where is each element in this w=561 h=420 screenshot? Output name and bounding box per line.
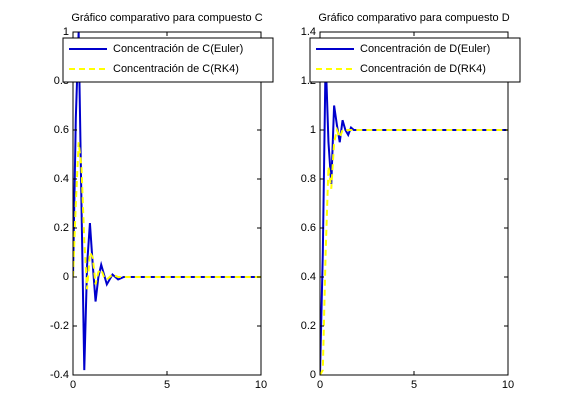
series-line — [73, 142, 261, 290]
x-tick-label: 0 — [70, 379, 76, 391]
axes-background — [320, 32, 508, 375]
y-tick-label: 1.4 — [301, 26, 316, 38]
series-line — [320, 126, 508, 375]
x-tick-label: 10 — [255, 379, 267, 391]
plot-lines — [320, 56, 508, 375]
y-tick-label: 0.8 — [301, 173, 316, 185]
y-tick-label: 1 — [63, 26, 69, 38]
legend-box — [309, 37, 521, 83]
chart-title: Gráfico comparativo para compuesto C — [71, 12, 262, 24]
y-tick-label: -0.2 — [50, 320, 69, 332]
y-tick-label: 0.4 — [301, 271, 316, 283]
y-tick-label: 0.6 — [301, 222, 316, 234]
plot-lines — [73, 32, 261, 371]
axes-background — [73, 32, 261, 375]
y-tick-label: 1 — [310, 124, 316, 136]
y-tick-label: 0 — [310, 369, 316, 381]
x-tick-label: 5 — [411, 379, 417, 391]
y-tick-label: 0.4 — [54, 173, 69, 185]
legend-label: Concentración de D(Euler) — [360, 43, 490, 55]
chart-title: Gráfico comparativo para compuesto D — [318, 12, 509, 24]
legend-label: Concentración de C(Euler) — [113, 43, 243, 55]
y-tick-label: 0 — [63, 271, 69, 283]
y-tick-label: 0.2 — [54, 222, 69, 234]
y-tick-label: 0.6 — [54, 124, 69, 136]
series-line — [320, 56, 508, 375]
legend-label: Concentración de C(RK4) — [113, 63, 239, 75]
series-line — [73, 32, 261, 371]
legend-box — [62, 37, 274, 83]
y-tick-label: -0.4 — [50, 369, 69, 381]
legend-label: Concentración de D(RK4) — [360, 63, 486, 75]
x-tick-label: 5 — [164, 379, 170, 391]
x-tick-label: 0 — [317, 379, 323, 391]
x-tick-label: 10 — [502, 379, 514, 391]
y-tick-label: 0.2 — [301, 320, 316, 332]
